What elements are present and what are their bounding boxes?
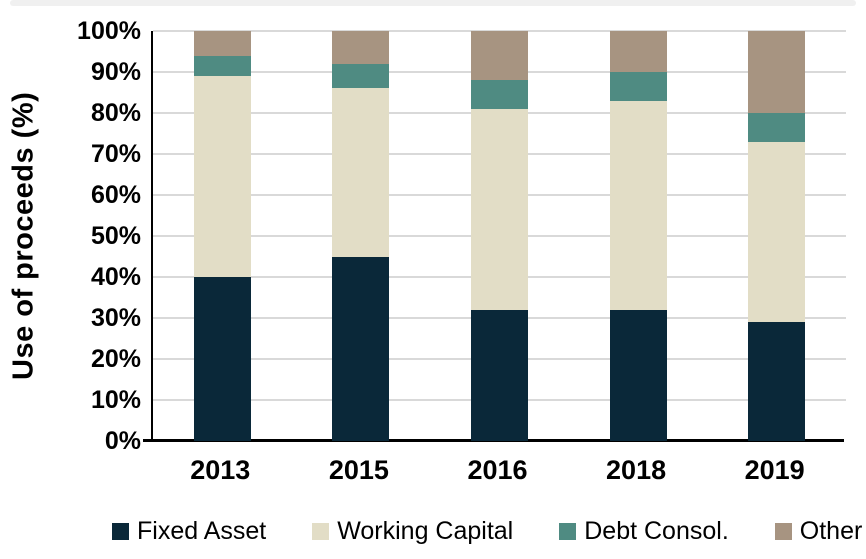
legend-label-other: Other [799, 517, 863, 545]
bar-segment-working-capital-2019 [748, 141, 806, 323]
bar-segment-debt-consol-2018 [609, 72, 667, 101]
stacked-bar-2015 [332, 31, 390, 441]
bar-segment-fixed-asset-2018 [609, 309, 667, 441]
stacked-bar-2016 [470, 31, 528, 441]
legend-swatch-icon-fixed-asset [112, 522, 129, 540]
stacked-bar-2013 [193, 31, 251, 441]
legend-item-working-capital: Working Capital [312, 515, 513, 547]
bar-segment-working-capital-2013 [193, 76, 251, 277]
x-axis-label-2016: 2016 [467, 455, 528, 485]
bar-segment-fixed-asset-2019 [748, 322, 806, 441]
bar-segment-debt-consol-2016 [470, 80, 528, 109]
bar-slot-2013 [153, 31, 292, 441]
y-tick-label-40: 40% [90, 263, 141, 291]
y-tick-label-20: 20% [90, 345, 141, 373]
bar-segment-other-2019 [748, 31, 806, 114]
y-tick-label-30: 30% [90, 304, 141, 332]
x-axis-label-2019: 2019 [744, 455, 805, 485]
legend: Fixed Asset Working Capital Debt Consol. Ot… [112, 515, 862, 547]
legend-swatch-icon-debt-consol [559, 522, 577, 540]
bar-slot-2019 [707, 31, 846, 441]
bar-segment-other-2016 [470, 31, 528, 81]
bar-segment-fixed-asset-2015 [332, 256, 390, 441]
window-top-strip [10, 0, 856, 6]
y-tick-label-0: 0% [104, 427, 141, 455]
x-axis-label-2015: 2015 [328, 455, 389, 485]
plot-area [151, 30, 846, 441]
stacked-bar-2019 [748, 31, 806, 441]
legend-item-fixed-asset: Fixed Asset [112, 515, 266, 547]
bar-segment-debt-consol-2015 [332, 63, 390, 89]
bar-slot-2015 [292, 31, 431, 441]
bar-segment-working-capital-2018 [609, 100, 667, 310]
x-axis-label-2018: 2018 [606, 455, 667, 485]
bar-segment-debt-consol-2013 [193, 55, 251, 77]
bar-segment-working-capital-2016 [470, 108, 528, 310]
bar-segment-working-capital-2015 [332, 88, 390, 257]
legend-label-fixed-asset: Fixed Asset [137, 517, 267, 545]
stacked-bar-2018 [609, 31, 667, 441]
bar-slot-2016 [430, 31, 569, 441]
bar-slot-2018 [569, 31, 708, 441]
bar-segment-fixed-asset-2013 [193, 277, 251, 441]
bars-container [153, 31, 846, 441]
legend-swatch-icon-working-capital [312, 522, 330, 540]
y-tick-label-60: 60% [90, 181, 141, 209]
bar-segment-debt-consol-2019 [748, 113, 806, 142]
bar-segment-other-2015 [332, 31, 390, 64]
bar-segment-other-2013 [193, 31, 251, 56]
y-tick-label-80: 80% [90, 99, 141, 127]
y-tick-label-90: 90% [90, 58, 141, 86]
legend-item-other: Other [774, 515, 863, 547]
legend-item-debt-consol: Debt Consol. [559, 515, 729, 547]
legend-label-debt-consol: Debt Consol. [584, 517, 729, 545]
y-tick-label-50: 50% [90, 222, 141, 250]
y-tick-label-100: 100% [77, 17, 141, 45]
legend-swatch-icon-other [774, 522, 792, 540]
x-axis-labels: 2013 2015 2016 2018 2019 [151, 452, 844, 488]
x-axis-label-2013: 2013 [190, 455, 251, 485]
bar-segment-other-2018 [609, 31, 667, 73]
y-tick-label-70: 70% [90, 140, 141, 168]
gridline-100 [153, 30, 846, 32]
legend-label-working-capital: Working Capital [337, 517, 514, 545]
y-axis-tick-labels: 0% 10% 20% 30% 40% 50% 60% 70% 80% 90% 100% [0, 17, 141, 455]
bar-segment-fixed-asset-2016 [470, 309, 528, 441]
y-tick-label-10: 10% [90, 386, 141, 414]
